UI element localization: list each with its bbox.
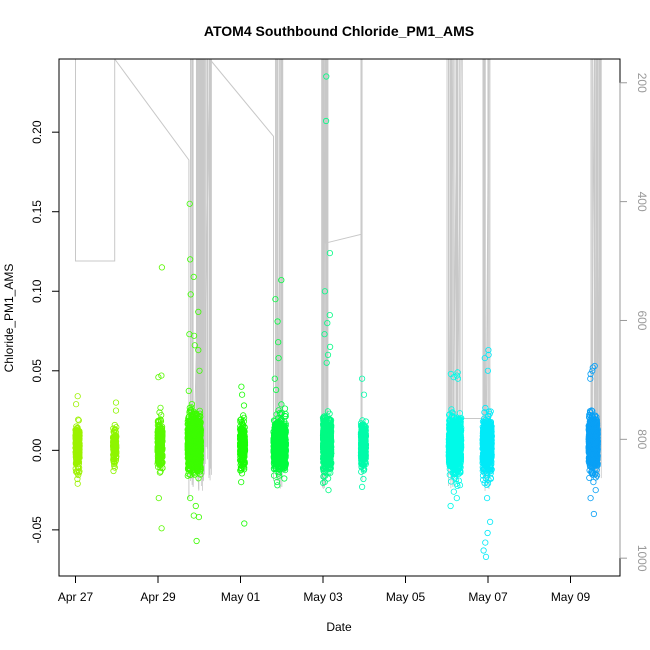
data-point [73,401,80,408]
data-point [239,391,246,398]
data-point [188,408,195,416]
data-point [110,467,117,475]
data-point [111,460,118,468]
data-point [325,486,332,494]
data-point [241,520,248,527]
data-point [110,435,117,442]
pressure-line-0 [75,59,116,262]
chloride-series [72,73,601,561]
x-axis-title: Date [326,620,352,634]
data-point [156,462,163,469]
y-axis-title: Chloride_PM1_AMS [2,264,16,373]
data-point [187,494,194,502]
data-point [75,416,82,423]
data-point [154,417,162,424]
data-point [195,513,202,521]
data-point [74,480,81,487]
data-point [72,451,79,458]
data-point [186,200,193,207]
data-point [72,429,79,436]
pressure-line-7 [324,59,362,368]
cluster-2 [154,264,166,532]
data-point [110,439,118,446]
data-point [74,428,81,435]
data-point [75,471,82,479]
data-point [240,402,248,409]
data-point [157,452,165,459]
data-point [157,404,164,411]
cluster-0 [72,393,83,487]
chart-title: ATOM4 Southbound Chloride_PM1_AMS [204,23,474,39]
data-point [112,399,120,406]
cluster-7 [357,375,369,490]
data-point [112,444,119,452]
data-point [188,400,195,408]
pressure-series [75,58,602,499]
data-point [192,502,199,510]
data-point [189,412,196,419]
data-point [76,451,83,459]
data-point [74,475,81,483]
data-point [111,445,118,452]
data-point [155,494,162,502]
data-point [196,407,203,414]
cluster-1 [110,399,120,475]
data-point [358,483,366,490]
data-point [76,464,83,471]
cluster-4 [237,383,249,527]
data-point [155,458,162,465]
data-point [157,468,164,475]
data-point [156,409,163,416]
data-point [156,433,163,440]
data-point [238,478,245,486]
data-point [75,446,82,453]
data-point [74,393,81,400]
data-point [156,439,163,446]
data-point [184,454,192,461]
data-point [111,436,118,444]
data-point [156,429,163,436]
data-point [74,463,81,470]
data-point [158,372,165,379]
data-point [281,475,288,482]
data-point [75,452,82,459]
pressure-line-2 [114,58,190,499]
data-point [360,475,367,483]
data-point [158,525,165,532]
data-point [75,441,82,448]
data-point [193,537,200,545]
data-point [72,426,79,433]
data-point [238,383,245,390]
data-point [158,264,165,271]
data-point [157,442,164,450]
data-point [195,475,202,482]
data-point [190,512,197,519]
pressure-line-4 [209,58,274,481]
data-point [157,423,164,430]
data-point [111,421,118,429]
data-point [72,431,79,438]
data-point [156,469,163,476]
data-point [112,407,120,414]
cluster-3 [184,200,204,545]
data-point [155,374,162,381]
data-point [75,417,82,424]
